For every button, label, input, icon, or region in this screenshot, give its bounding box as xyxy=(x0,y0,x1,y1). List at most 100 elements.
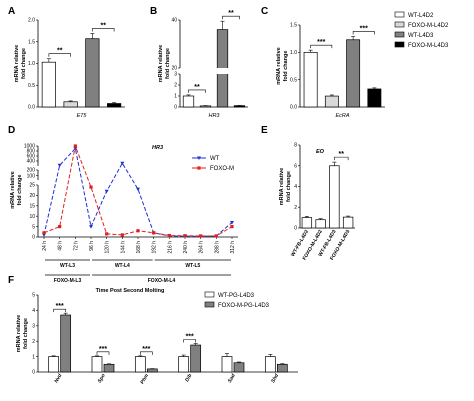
significance-bracket xyxy=(48,53,71,57)
x-tick-label: Phm xyxy=(139,373,150,386)
bar xyxy=(346,39,361,108)
y-tick-label: 0 xyxy=(294,226,297,232)
x-axis-label: EcRA xyxy=(335,113,349,119)
chart-f: 0 1 2 3 4 5 Nvd *** Spo *** Phm *** Dib *** Sad Shd WT-P… xyxy=(16,291,298,386)
y-tick-label: 0 xyxy=(32,235,35,241)
panel-label-f: F xyxy=(8,275,14,286)
data-point-foxo-m xyxy=(42,231,46,235)
bar xyxy=(342,216,354,229)
y-tick-label: 3 xyxy=(174,72,177,78)
data-point-foxo-m xyxy=(136,229,140,233)
legend-swatch-wt-pg-l4d3 xyxy=(204,291,215,298)
data-point-foxo-m xyxy=(199,234,203,238)
y-tick-label: 5 xyxy=(32,293,35,299)
stage-label-wt-l3: WT-L3 xyxy=(60,263,75,269)
legend-swatch-foxo-l4d2 xyxy=(394,21,405,28)
bar xyxy=(303,51,318,108)
bar-foxo-m-pg-l4d3 xyxy=(60,314,72,373)
stage-label-wt-l4: WT-L4 xyxy=(115,263,130,269)
y-tick-label: 2 xyxy=(32,339,35,345)
data-point-wt xyxy=(73,147,78,151)
y-tick-label: 0 xyxy=(32,370,35,376)
bar xyxy=(315,219,326,229)
legend-swatch-wt-l4d2 xyxy=(394,11,405,18)
y-tick-label: 800 xyxy=(27,149,36,155)
legend-abc: WT-L4D2 FOXO-M-L4D2 WT-L4D3 FOXO-M-L4D3 xyxy=(394,11,449,49)
data-point-foxo-m xyxy=(73,144,77,148)
significance-bracket xyxy=(183,339,196,343)
significance-label: *** xyxy=(99,346,107,353)
x-tick-label: 96 h xyxy=(89,241,95,251)
significance-label: *** xyxy=(56,303,64,310)
bar-break-gap xyxy=(216,68,229,74)
x-tick-label: 48 h xyxy=(58,241,64,251)
y-tick-label: 40 xyxy=(171,18,177,24)
data-point-wt xyxy=(89,225,93,229)
chart-a: 0.0 0.5 1.0 1.5 2.0 ** ** E75 mRNA relativefold … xyxy=(14,18,125,119)
y-tick-label: 1.5 xyxy=(290,23,297,29)
bar xyxy=(367,88,382,108)
significance-label: ** xyxy=(57,48,63,55)
data-point-foxo-m xyxy=(167,233,171,238)
significance-bracket xyxy=(96,351,110,355)
y-tick-label: 25 xyxy=(29,183,35,189)
legend-label-wt-l4d2: WT-L4D2 xyxy=(408,13,434,19)
x-tick-label: Dib xyxy=(184,373,193,383)
data-point-wt xyxy=(57,163,62,168)
y-axis-label: mRNA relativefold change xyxy=(279,168,292,205)
chart-b: 0 1 2 320 40 ** ** HR3 mRNA relativefold change xyxy=(158,10,248,119)
panel-label-e: E xyxy=(261,125,268,136)
chart-title: EO xyxy=(316,149,325,155)
significance-bracket xyxy=(222,15,240,20)
significance-label: ** xyxy=(339,151,345,158)
significance-bracket xyxy=(334,156,349,161)
x-tick-label: 192 h xyxy=(152,241,158,254)
significance-label: *** xyxy=(142,346,150,353)
x-tick-label: Nvd xyxy=(53,372,63,384)
legend-label-foxo-m-pg-l4d3: FOXO-M-PG-L4D3 xyxy=(218,303,270,309)
significance-label: ** xyxy=(101,22,107,29)
data-point-foxo-m xyxy=(120,233,124,237)
data-point-foxo-m xyxy=(105,232,109,236)
x-tick-label: 72 h xyxy=(73,241,79,251)
data-point-wt xyxy=(230,220,234,225)
x-axis-label: HR3 xyxy=(208,113,220,119)
y-tick-label: 4 xyxy=(32,308,35,314)
y-tick-label: 2 xyxy=(174,83,177,89)
bar xyxy=(324,95,339,108)
x-tick-label: Sad xyxy=(227,372,237,384)
x-tick-label: 288 h xyxy=(214,241,220,254)
y-tick-label: 600 xyxy=(27,154,36,160)
y-tick-label: 0 xyxy=(174,105,177,111)
x-tick-label: 312 h xyxy=(230,241,236,254)
legend-swatch-foxo-l4d3 xyxy=(394,41,405,48)
y-axis-label: mRNA relativefold change xyxy=(276,47,289,84)
x-tick-label: 24 h xyxy=(42,241,48,251)
x-tick-label: 240 h xyxy=(183,241,189,254)
bar-foxo-m-pg-l4d3 xyxy=(103,363,115,373)
bar-wt-pg-l4d3 xyxy=(134,356,146,373)
significance-bracket xyxy=(310,44,333,49)
y-tick-label: 4 xyxy=(294,184,297,190)
bar-foxo-m-pg-l4d3 xyxy=(276,363,288,373)
series-line-wt xyxy=(43,147,233,237)
data-point-wt xyxy=(120,161,125,166)
stage-label-wt-l5: WT-L5 xyxy=(185,263,200,269)
y-tick-label: 20 xyxy=(171,66,177,72)
x-axis-label: E75 xyxy=(77,113,88,119)
bar-wt-pg-l4d3 xyxy=(48,356,60,373)
data-point-foxo-m xyxy=(183,234,187,238)
chart-title: HR3 xyxy=(152,145,163,151)
y-tick-label: 1.0 xyxy=(290,50,297,56)
significance-bracket xyxy=(188,89,206,93)
bar-wt-pg-l4d3 xyxy=(178,356,190,373)
bar-foxo-m-pg-l4d3 xyxy=(190,344,202,373)
significance-label: ** xyxy=(194,84,200,91)
data-point-foxo-m xyxy=(230,225,234,229)
y-tick-label: 1.5 xyxy=(28,39,35,45)
y-tick-label: 100 xyxy=(27,173,36,179)
bar xyxy=(199,105,212,108)
bar xyxy=(182,95,195,108)
x-tick-label: Shd xyxy=(270,372,280,384)
